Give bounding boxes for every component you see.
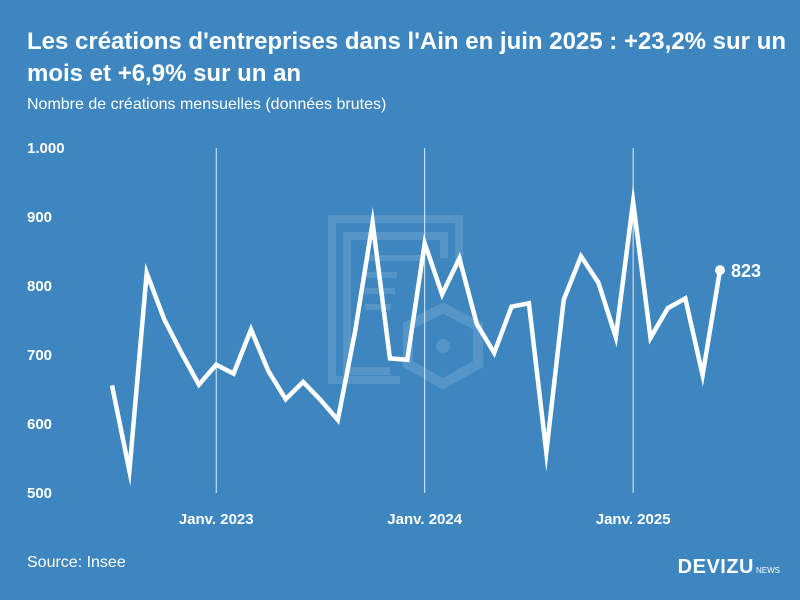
- x-tick-label: Janv. 2025: [596, 511, 671, 528]
- y-tick-label: 700: [27, 347, 52, 364]
- end-point: [715, 265, 725, 276]
- chart-subtitle: Nombre de créations mensuelles (données …: [27, 96, 387, 113]
- end-value-label: 823: [731, 261, 761, 281]
- chart-title: Les créations d'entreprises dans l'Ain e…: [27, 28, 787, 87]
- brand-logo: DEVIZU NEWS: [678, 556, 780, 579]
- brand-suffix: NEWS: [756, 566, 780, 575]
- series-line: [109, 184, 723, 487]
- y-tick-label: 900: [27, 209, 52, 226]
- y-tick-label: 600: [27, 416, 52, 433]
- x-tick-label: Janv. 2023: [179, 511, 254, 528]
- source-note: Source: Insee: [27, 554, 126, 571]
- y-tick-label: 800: [27, 278, 52, 295]
- y-tick-label: 1.000: [27, 140, 65, 157]
- x-tick-label: Janv. 2024: [387, 511, 462, 528]
- brand-name: DEVIZU: [677, 556, 754, 578]
- y-tick-label: 500: [27, 485, 52, 502]
